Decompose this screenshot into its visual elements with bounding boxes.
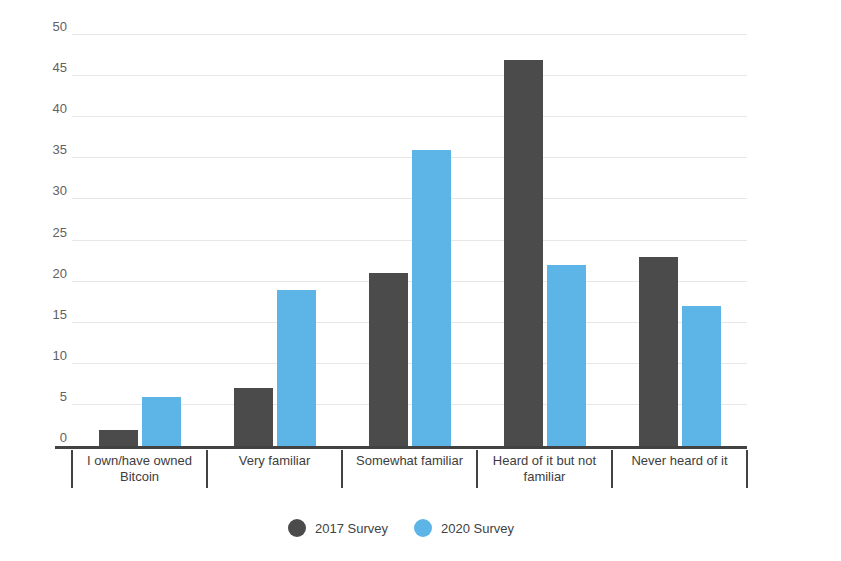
legend-item-2020-survey: 2020 Survey <box>414 519 514 537</box>
y-tick-label: 15 <box>0 308 67 322</box>
bar-2017-survey <box>639 257 678 446</box>
legend-swatch-2020-survey-icon <box>414 519 432 537</box>
bar-group <box>369 35 451 446</box>
bar-2020-survey <box>682 306 721 446</box>
bar-group <box>234 35 316 446</box>
bar-group <box>99 35 181 446</box>
chart-canvas: 0 5 10 15 20 25 30 35 40 45 50 I own/have owned Bi… <box>0 0 841 561</box>
plot-area <box>72 35 747 446</box>
y-tick-label: 5 <box>0 390 67 404</box>
y-tick-label: 10 <box>0 349 67 363</box>
bar-2020-survey <box>142 397 181 446</box>
y-tick-label: 50 <box>0 20 67 34</box>
x-axis-labels: I own/have owned Bitcoin Very familiar S… <box>72 453 747 485</box>
bar-group <box>639 35 721 446</box>
bar-2017-survey <box>504 60 543 446</box>
category-label: Heard of it but not familiar <box>477 453 612 485</box>
bar-2017-survey <box>369 273 408 446</box>
y-tick-label: 25 <box>0 226 67 240</box>
y-tick-label: 40 <box>0 102 67 116</box>
bar-2017-survey <box>99 430 138 446</box>
bar-2020-survey <box>547 265 586 446</box>
category-label: Somewhat familiar <box>342 453 477 485</box>
bar-2020-survey <box>412 150 451 446</box>
y-tick-label: 20 <box>0 267 67 281</box>
x-axis-line <box>55 446 747 449</box>
y-tick-label: 0 <box>0 431 67 445</box>
category-label: I own/have owned Bitcoin <box>72 453 207 485</box>
y-axis: 0 5 10 15 20 25 30 35 40 45 50 <box>0 0 67 561</box>
legend-label: 2017 Survey <box>315 521 388 536</box>
y-tick-label: 35 <box>0 143 67 157</box>
legend-item-2017-survey: 2017 Survey <box>288 519 388 537</box>
legend-label: 2020 Survey <box>441 521 514 536</box>
bar-2017-survey <box>234 388 273 446</box>
category-label: Never heard of it <box>612 453 747 485</box>
category-label: Very familiar <box>207 453 342 485</box>
legend: 2017 Survey 2020 Survey <box>55 517 747 539</box>
y-tick-label: 30 <box>0 184 67 198</box>
bar-group <box>504 35 586 446</box>
bar-2020-survey <box>277 290 316 446</box>
legend-swatch-2017-survey-icon <box>288 519 306 537</box>
y-tick-label: 45 <box>0 61 67 75</box>
